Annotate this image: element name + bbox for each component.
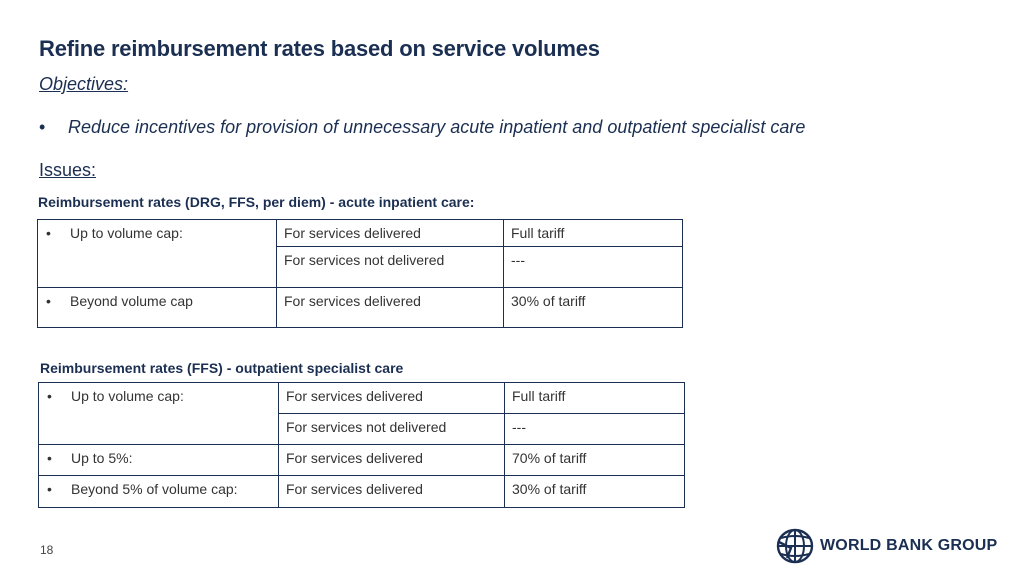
- row-label: Up to 5%:: [71, 450, 133, 466]
- table-row: • Up to volume cap: For services delivere…: [37, 219, 683, 247]
- service-cell: For services delivered: [278, 444, 505, 476]
- bullet: •: [39, 117, 46, 137]
- bullet: •: [47, 481, 52, 497]
- world-bank-group-logo: WORLD BANK GROUP: [775, 528, 1000, 564]
- row-label: Beyond volume cap: [70, 293, 193, 309]
- service-cell: For services delivered: [276, 287, 504, 328]
- inpatient-rates-table: • Up to volume cap: For services delivere…: [37, 219, 683, 328]
- objectives-label: Objectives:: [39, 74, 129, 94]
- table-row: For services not delivered ---: [38, 413, 685, 445]
- rate-cell: ---: [504, 413, 685, 445]
- issues-label: Issues:: [39, 160, 97, 180]
- row-label-cell: [38, 413, 279, 445]
- row-label: Beyond 5% of volume cap:: [71, 481, 238, 497]
- outpatient-table-title: Reimbursement rates (FFS) - outpatient s…: [40, 360, 404, 376]
- objective-text: Reduce incentives for provision of unnec…: [68, 117, 806, 137]
- row-label: Up to volume cap:: [71, 388, 184, 404]
- logo-wordmark: WORLD BANK GROUP: [820, 537, 998, 554]
- table-row: • Up to volume cap: For services delivere…: [38, 382, 685, 414]
- row-label-cell: • Up to 5%:: [38, 444, 279, 476]
- table-row: • Beyond 5% of volume cap: For services d…: [38, 475, 685, 508]
- table-row: • Up to 5%: For services delivered 70% of…: [38, 444, 685, 476]
- table-row: • Beyond volume cap For services delivere…: [37, 287, 683, 328]
- rate-cell: 30% of tariff: [503, 287, 683, 328]
- page-number: 18: [40, 543, 54, 557]
- service-cell: For services not delivered: [276, 246, 504, 288]
- row-label-cell: • Beyond 5% of volume cap:: [38, 475, 279, 508]
- row-label-cell: • Up to volume cap:: [37, 219, 277, 247]
- rate-cell: Full tariff: [504, 382, 685, 414]
- slide-title: Refine reimbursement rates based on serv…: [39, 36, 600, 61]
- row-label: Up to volume cap:: [70, 225, 183, 241]
- bullet: •: [47, 388, 52, 404]
- rate-cell: 70% of tariff: [504, 444, 685, 476]
- service-cell: For services delivered: [278, 382, 505, 414]
- inpatient-table-title: Reimbursement rates (DRG, FFS, per diem)…: [38, 194, 475, 210]
- rate-cell: ---: [503, 246, 683, 288]
- bullet: •: [46, 225, 51, 241]
- table-row: For services not delivered ---: [37, 246, 683, 288]
- row-label-cell: • Beyond volume cap: [37, 287, 277, 328]
- row-label-cell: [37, 246, 277, 288]
- rate-cell: Full tariff: [503, 219, 683, 247]
- service-cell: For services not delivered: [278, 413, 505, 445]
- bullet: •: [46, 293, 51, 309]
- globe-icon: [776, 528, 814, 564]
- outpatient-rates-table: • Up to volume cap: For services delivere…: [38, 382, 685, 508]
- row-label-cell: • Up to volume cap:: [38, 382, 279, 414]
- service-cell: For services delivered: [276, 219, 504, 247]
- rate-cell: 30% of tariff: [504, 475, 685, 508]
- service-cell: For services delivered: [278, 475, 505, 508]
- bullet: •: [47, 450, 52, 466]
